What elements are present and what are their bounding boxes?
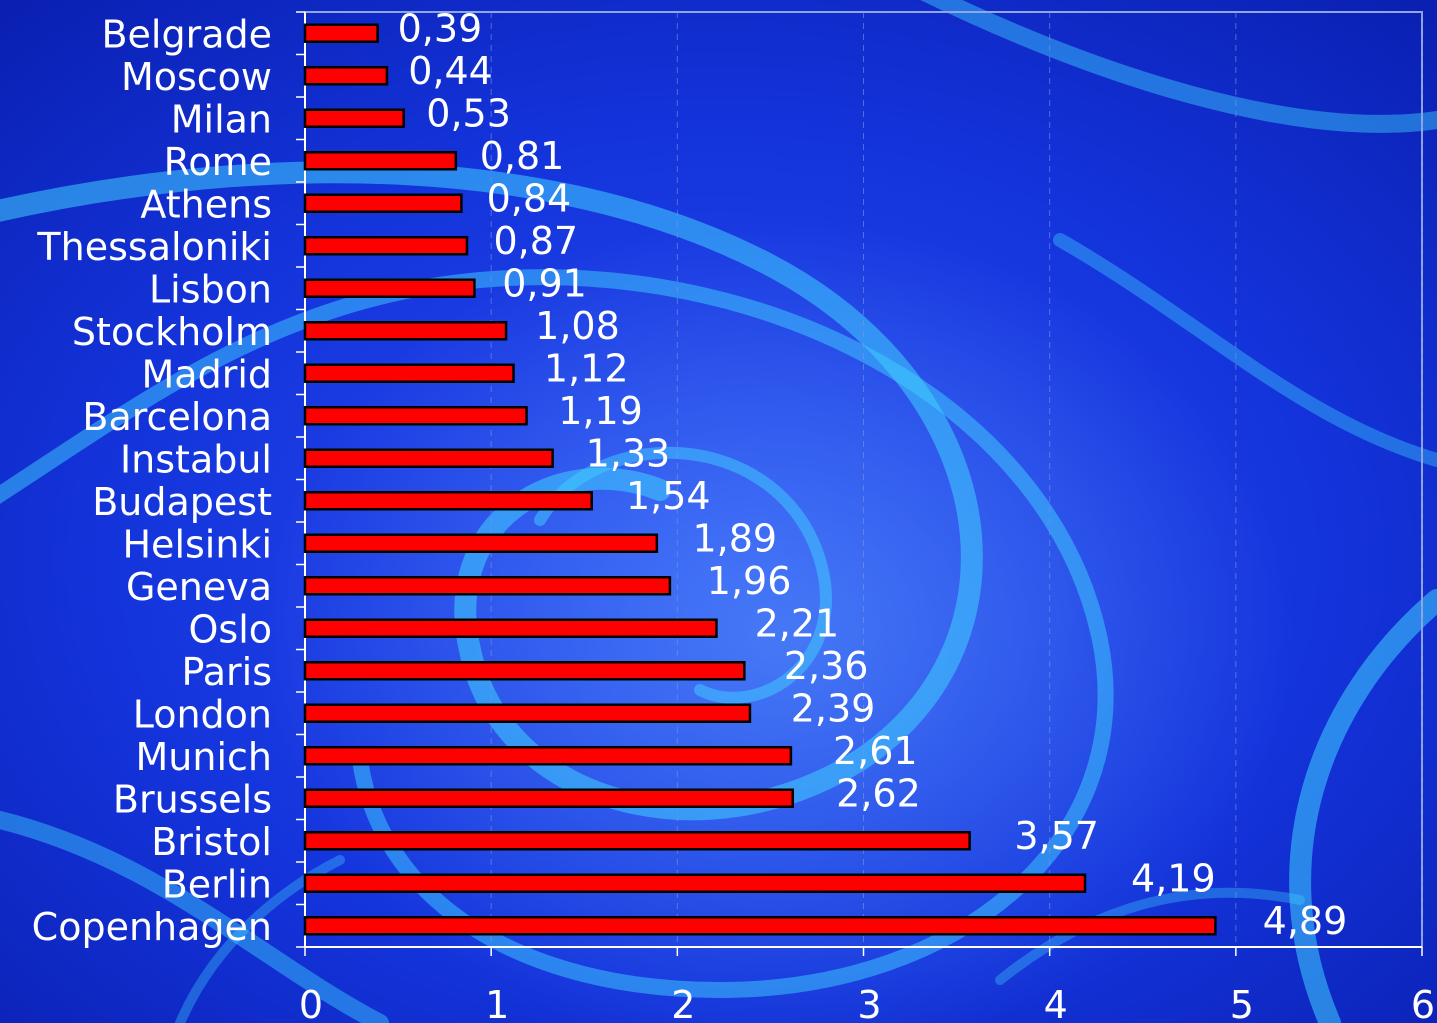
bar-lisbon (303, 278, 476, 298)
value-label: 3,57 (1014, 814, 1099, 858)
value-label: 1,08 (535, 304, 620, 348)
value-label: 1,19 (558, 389, 643, 433)
x-tick-label: 3 (857, 983, 881, 1023)
value-label: 4,19 (1131, 856, 1216, 900)
bar-budapest (303, 491, 593, 511)
category-label: London (133, 692, 272, 736)
bar-paris (303, 661, 746, 681)
value-label: 4,89 (1263, 899, 1348, 943)
category-label: Bristol (151, 820, 272, 864)
value-label: 1,89 (692, 516, 777, 560)
bar-instabul (303, 448, 554, 468)
category-label: Athens (140, 182, 272, 226)
bar-munich (303, 746, 793, 766)
bar-madrid (303, 363, 515, 383)
category-labels: BelgradeMoscowMilanRomeAthensThessalonik… (32, 12, 272, 949)
category-label: Stockholm (72, 310, 272, 354)
category-label: Barcelona (82, 395, 272, 439)
category-label: Belgrade (101, 12, 272, 56)
category-label: Oslo (188, 607, 272, 651)
bar-bristol (303, 831, 971, 851)
category-label: Helsinki (122, 522, 272, 566)
x-tick-label: 6 (1411, 983, 1435, 1023)
value-label: 1,96 (707, 559, 792, 603)
category-label: Geneva (126, 565, 272, 609)
category-label: Brussels (113, 777, 272, 821)
category-label: Rome (164, 140, 272, 184)
category-label: Munich (136, 735, 273, 779)
category-label: Instabul (120, 437, 272, 481)
category-label: Lisbon (149, 267, 272, 311)
bar-london (303, 703, 752, 723)
x-tick-label: 5 (1230, 983, 1254, 1023)
value-labels: 0,390,440,530,810,840,870,911,081,121,19… (398, 6, 1348, 943)
bar-athens (303, 193, 463, 213)
value-label: 2,21 (755, 601, 840, 645)
x-tick-label: 1 (485, 983, 509, 1023)
bar-moscow (303, 66, 389, 86)
value-label: 1,33 (586, 431, 671, 475)
bar-milan (303, 108, 405, 128)
bar-berlin (303, 873, 1087, 893)
bar-brussels (303, 788, 795, 808)
value-label: 0,91 (502, 261, 587, 305)
x-tick-label: 2 (671, 983, 695, 1023)
bar-thessaloniki (303, 236, 469, 256)
value-label: 2,62 (836, 771, 921, 815)
bar-barcelona (303, 406, 528, 426)
bar-geneva (303, 576, 672, 596)
value-label: 2,36 (784, 644, 869, 688)
value-label: 0,44 (408, 49, 493, 93)
value-label: 0,53 (426, 91, 511, 135)
category-label: Madrid (142, 352, 273, 396)
bar-belgrade (303, 23, 379, 43)
category-label: Berlin (162, 862, 272, 906)
value-label: 0,84 (487, 176, 572, 220)
x-tick-label: 0 (299, 983, 323, 1023)
bar-copenhagen (303, 916, 1217, 936)
value-label: 0,87 (493, 219, 578, 263)
category-label: Paris (182, 650, 272, 694)
value-label: 2,61 (833, 729, 918, 773)
value-label: 1,12 (544, 346, 629, 390)
bar-rome (303, 151, 458, 171)
value-label: 0,39 (398, 6, 483, 50)
bar-stockholm (303, 321, 508, 341)
value-label: 1,54 (626, 474, 711, 518)
gridlines (490, 12, 1423, 947)
category-label: Moscow (121, 55, 272, 99)
bar-helsinki (303, 533, 659, 553)
value-label: 2,39 (791, 686, 876, 730)
category-label: Budapest (92, 480, 272, 524)
category-label: Thessaloniki (36, 225, 272, 269)
bars (303, 23, 1217, 936)
x-tick-label: 4 (1044, 983, 1068, 1023)
category-label: Milan (171, 97, 272, 141)
bar-oslo (303, 618, 718, 638)
category-label: Copenhagen (32, 905, 272, 949)
value-label: 0,81 (480, 134, 565, 178)
x-tick-labels: 0 1 2 3 4 5 6 (299, 983, 1435, 1023)
